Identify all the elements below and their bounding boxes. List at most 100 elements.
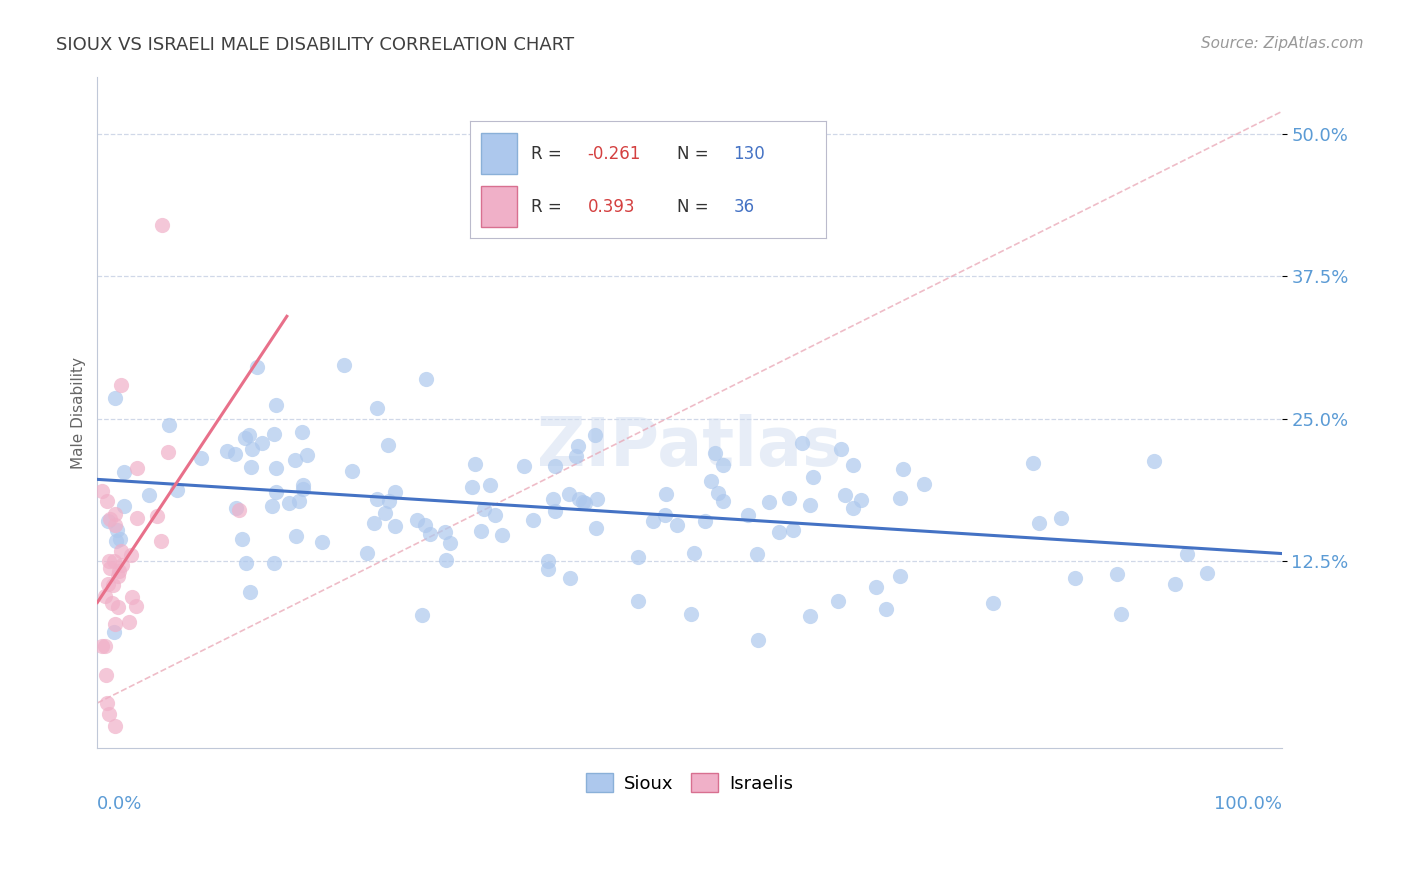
Point [157, 418, 180, 433]
Point [264, 461, 287, 475]
Text: SIOUX VS ISRAELI MALE DISABILITY CORRELATION CHART: SIOUX VS ISRAELI MALE DISABILITY CORRELA… [56, 36, 575, 54]
Point [842, 501, 865, 516]
Y-axis label: Male Disability: Male Disability [72, 357, 86, 469]
Point [233, 431, 256, 445]
Point [225, 500, 247, 515]
Point [263, 427, 285, 442]
Text: 100.0%: 100.0% [1213, 796, 1282, 814]
Point [260, 499, 283, 513]
Point [96, 696, 118, 710]
Point [104, 534, 127, 549]
Point [627, 550, 650, 565]
Point [865, 580, 887, 594]
Point [125, 511, 148, 525]
Point [801, 470, 824, 484]
Point [406, 513, 429, 527]
Point [292, 478, 315, 492]
Text: 0.0%: 0.0% [97, 796, 143, 814]
Point [799, 498, 821, 512]
Point [152, 219, 174, 233]
Point [434, 553, 457, 567]
Point [91, 639, 114, 653]
Point [291, 425, 314, 439]
Point [333, 358, 356, 372]
Point [768, 525, 790, 540]
Point [100, 597, 122, 611]
Point [278, 496, 301, 510]
Point [568, 491, 591, 506]
Point [790, 436, 813, 450]
Point [311, 535, 333, 549]
Point [190, 450, 212, 465]
Point [104, 517, 127, 532]
Point [110, 543, 132, 558]
Point [384, 519, 406, 533]
Point [377, 437, 399, 451]
Point [114, 466, 136, 480]
Point [104, 391, 127, 405]
Point [1143, 454, 1166, 468]
Point [97, 514, 120, 528]
Point [125, 599, 148, 614]
Point [544, 459, 567, 474]
Point [491, 528, 513, 542]
Point [105, 524, 128, 538]
Point [849, 492, 872, 507]
Point [239, 584, 262, 599]
Point [284, 453, 307, 467]
Point [97, 554, 120, 568]
Point [655, 487, 678, 501]
Point [240, 460, 263, 475]
Point [585, 492, 607, 507]
Point [98, 511, 121, 525]
Point [97, 577, 120, 591]
Point [103, 624, 125, 639]
Point [231, 533, 253, 547]
Point [98, 561, 121, 575]
Point [263, 556, 285, 570]
Point [914, 476, 936, 491]
Point [574, 496, 596, 510]
Point [891, 462, 914, 476]
Point [112, 499, 135, 513]
Point [366, 491, 388, 506]
Point [1109, 607, 1132, 622]
Point [125, 461, 148, 475]
Point [378, 493, 401, 508]
Point [415, 372, 437, 386]
Point [1175, 547, 1198, 561]
Point [108, 533, 131, 547]
Point [103, 616, 125, 631]
Point [118, 615, 141, 629]
Point [138, 488, 160, 502]
Point [571, 494, 593, 508]
Point [1105, 567, 1128, 582]
Point [541, 492, 564, 507]
Point [439, 536, 461, 550]
Point [782, 523, 804, 537]
Point [103, 554, 125, 568]
Point [699, 474, 721, 488]
Point [150, 533, 173, 548]
Point [472, 501, 495, 516]
Point [215, 444, 238, 458]
Legend: Sioux, Israelis: Sioux, Israelis [579, 766, 800, 800]
Point [340, 464, 363, 478]
Point [875, 602, 897, 616]
Point [464, 457, 486, 471]
Point [384, 484, 406, 499]
Point [513, 458, 536, 473]
Point [706, 486, 728, 500]
Point [841, 458, 863, 473]
Point [94, 589, 117, 603]
Point [537, 562, 560, 576]
Point [252, 435, 274, 450]
Point [240, 442, 263, 456]
Point [104, 719, 127, 733]
Point [103, 578, 125, 592]
Point [827, 594, 849, 608]
Point [292, 482, 315, 496]
Point [121, 590, 143, 604]
Point [264, 485, 287, 500]
Point [104, 507, 127, 521]
